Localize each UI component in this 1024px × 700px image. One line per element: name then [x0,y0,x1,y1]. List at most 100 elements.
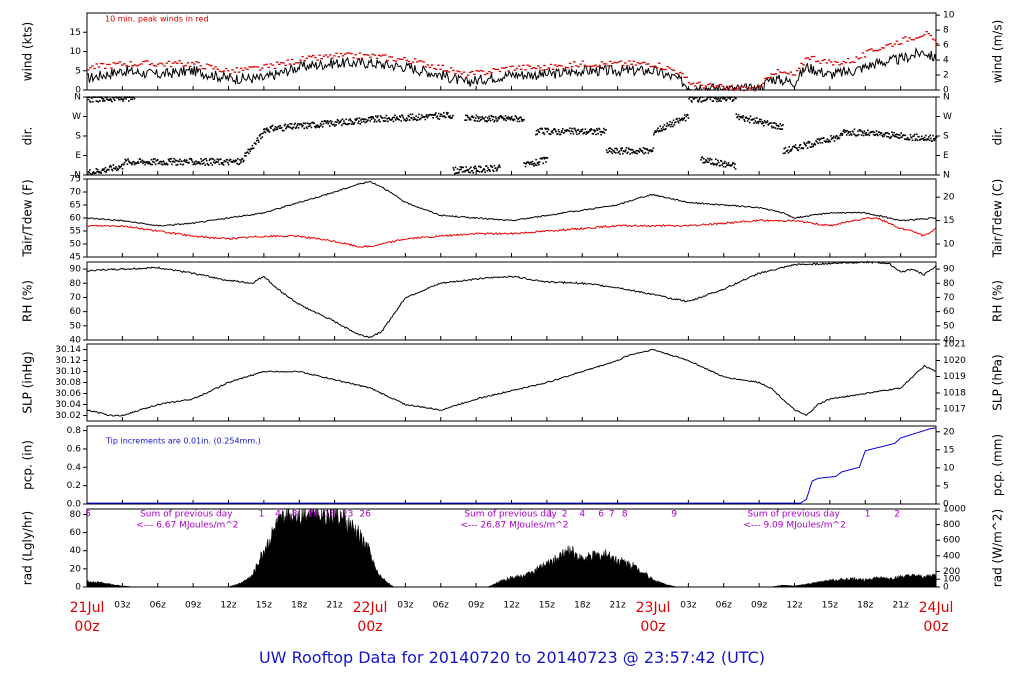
wind-dir-point [392,120,395,123]
wind-dir-point [913,133,916,136]
peak-wind-point [246,68,249,70]
time-tick-label: 15z [256,601,272,611]
wind-dir-point [111,169,114,172]
wind-dir-point [266,127,268,130]
rh-tick-label-left: 40 [70,336,82,346]
wind-dir-point [517,118,519,120]
peak-wind-point [399,58,402,60]
wind-dir-point [133,160,135,163]
wind-dir-point [518,117,520,120]
wind-dir-point [825,141,827,143]
wind-dir-point [705,159,707,161]
wind-dir-point [502,117,505,120]
wind-dir-point [263,128,266,130]
wind-dir-point [178,160,180,163]
wind-dir-point [532,163,535,165]
slp-tick-label-left: 30.02 [55,411,81,421]
wind-dir-point [639,149,642,151]
wind-dir-point [463,170,466,173]
wind-dir-point [89,169,91,171]
wind-dir-point [779,123,781,125]
peak-wind-point [201,67,205,70]
wind-dir-point [628,148,631,150]
wind-dir-point [197,161,199,163]
wind-dir-point [772,122,774,124]
wind-dir-point [552,132,554,134]
peak-wind-point [855,56,858,58]
wind-dir-point [669,120,671,123]
rh-tick-label-right: 50 [943,321,955,331]
wind-dir-point [652,147,655,149]
peak-wind-point [180,62,183,64]
wind-dir-point [331,120,333,123]
rh-series [86,260,937,339]
wind-dir-point [273,129,275,132]
peak-wind-point [129,61,132,63]
peak-wind-point [212,68,215,70]
wind-dir-point [716,98,719,101]
wind-dir-point [248,148,251,151]
wind-dir-point [794,146,796,149]
rh-tick-label-right: 60 [943,307,955,317]
wind-dir-point [521,120,524,122]
peak-wind-point [655,67,659,69]
wind-dir-point [568,130,570,132]
wind-dir-point [133,97,136,100]
wind-dir-point [140,160,143,163]
wind-dir-point [408,115,410,118]
wind-dir-point [383,120,385,122]
wind-dir-point [671,121,673,124]
dir-tick-label-right: E [943,151,949,161]
peak-wind-point [411,61,415,63]
wind-ylabel-right: wind (m/s) [991,20,1005,84]
wind-dir-point [776,127,779,130]
wind-dir-point [657,127,659,129]
wind-dir-point [159,160,162,163]
peak-wind-point [127,65,130,68]
wind-dir-point [864,132,866,134]
wind-dir-point [766,121,768,124]
peak-wind-point [534,68,538,70]
wind-dir-point [293,123,296,126]
wind-dir-point [454,172,456,175]
wind-dir-point [643,152,645,155]
wind-dir-point [377,115,379,117]
wind-dir-point [243,159,245,162]
wind-dir-point [101,169,103,172]
peak-wind-point [297,62,300,64]
peak-wind-point [407,60,410,63]
peak-wind-point [906,40,909,42]
wind-dir-point [218,163,221,166]
wind-dir-point [797,149,800,152]
wind-dir-point [787,152,790,154]
wind-dir-point [826,138,829,140]
peak-wind-point [367,54,370,56]
wind-dir-point [704,99,707,101]
wind-dir-point [782,152,785,155]
wind-dir-point [762,122,764,124]
wind-dir-point [120,165,122,168]
wind-dir-point [706,98,708,100]
wind-dir-point [569,132,572,135]
wind-dir-point [364,121,366,124]
wind-dir-point [405,120,407,122]
wind-dir-point [471,169,474,172]
wind-dir-point [744,120,746,123]
wind-dir-point [96,171,98,173]
wind-dir-point [412,118,414,121]
wind-dir-point [641,149,643,152]
slp-tick-label-left: 30.08 [55,378,81,388]
wind-dir-point [782,124,784,126]
peak-wind-point [634,64,638,66]
wind-dir-point [326,121,328,124]
wind-dir-point [128,100,130,102]
wind-dir-point [318,126,320,129]
wind-dir-point [474,117,477,119]
wind-dir-point [581,128,584,131]
wind-dir-point [490,164,492,167]
wind-dir-point [94,96,97,98]
wind-dir-point [550,131,553,133]
wind-dir-point [586,132,589,134]
peak-wind-point [316,59,319,61]
wind-dir-point [121,168,124,170]
